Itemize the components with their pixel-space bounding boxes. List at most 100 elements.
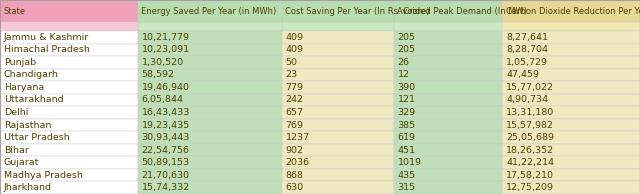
Text: 390: 390 bbox=[397, 83, 415, 92]
Text: 12,75,209: 12,75,209 bbox=[506, 183, 554, 192]
Bar bbox=[282, 31, 394, 44]
Text: Jammu & Kashmir: Jammu & Kashmir bbox=[4, 33, 89, 42]
Text: 41,22,214: 41,22,214 bbox=[506, 158, 554, 167]
Bar bbox=[0, 131, 138, 144]
Bar bbox=[282, 44, 394, 56]
Text: 451: 451 bbox=[397, 146, 415, 155]
Bar bbox=[502, 94, 640, 106]
Bar bbox=[394, 106, 502, 119]
Text: 16,43,433: 16,43,433 bbox=[141, 108, 190, 117]
Text: 13,31,180: 13,31,180 bbox=[506, 108, 554, 117]
Bar bbox=[0, 69, 138, 81]
Text: 630: 630 bbox=[285, 183, 303, 192]
Bar bbox=[394, 181, 502, 194]
Bar bbox=[502, 144, 640, 156]
Bar bbox=[282, 119, 394, 131]
Text: Avoided Peak Demand (In MW): Avoided Peak Demand (In MW) bbox=[397, 7, 527, 16]
Bar bbox=[394, 0, 502, 22]
Bar bbox=[138, 119, 282, 131]
Bar bbox=[138, 131, 282, 144]
Bar bbox=[0, 0, 138, 22]
Text: 2036: 2036 bbox=[285, 158, 310, 167]
Text: 19,23,435: 19,23,435 bbox=[141, 120, 189, 130]
Bar bbox=[502, 131, 640, 144]
Bar bbox=[138, 22, 282, 31]
Bar bbox=[138, 144, 282, 156]
Text: Jharkhand: Jharkhand bbox=[4, 183, 52, 192]
Text: State: State bbox=[3, 7, 26, 16]
Text: 779: 779 bbox=[285, 83, 303, 92]
Bar bbox=[394, 31, 502, 44]
Text: 409: 409 bbox=[285, 33, 303, 42]
Text: 17,58,210: 17,58,210 bbox=[506, 171, 554, 180]
Bar bbox=[282, 144, 394, 156]
Bar bbox=[0, 169, 138, 181]
Bar bbox=[394, 119, 502, 131]
Bar bbox=[282, 169, 394, 181]
Bar bbox=[394, 131, 502, 144]
Text: 1237: 1237 bbox=[285, 133, 310, 142]
Text: 329: 329 bbox=[397, 108, 415, 117]
Text: Chandigarh: Chandigarh bbox=[4, 70, 59, 79]
Text: Cost Saving Per Year (In Rs. Crore): Cost Saving Per Year (In Rs. Crore) bbox=[285, 7, 429, 16]
Text: 1,30,520: 1,30,520 bbox=[141, 58, 184, 67]
Bar bbox=[138, 0, 282, 22]
Bar bbox=[138, 56, 282, 69]
Text: 47,459: 47,459 bbox=[506, 70, 540, 79]
Bar bbox=[394, 144, 502, 156]
Text: 205: 205 bbox=[397, 45, 415, 54]
Bar bbox=[0, 119, 138, 131]
Text: 25,05,689: 25,05,689 bbox=[506, 133, 554, 142]
Bar bbox=[394, 69, 502, 81]
Bar bbox=[502, 31, 640, 44]
Bar bbox=[138, 31, 282, 44]
Bar bbox=[502, 22, 640, 31]
Bar bbox=[394, 81, 502, 94]
Text: 21,70,630: 21,70,630 bbox=[141, 171, 189, 180]
Bar bbox=[138, 44, 282, 56]
Text: 385: 385 bbox=[397, 120, 415, 130]
Bar bbox=[394, 22, 502, 31]
Bar bbox=[282, 131, 394, 144]
Text: 619: 619 bbox=[397, 133, 415, 142]
Bar bbox=[0, 22, 138, 31]
Text: 50,89,153: 50,89,153 bbox=[141, 158, 189, 167]
Text: 769: 769 bbox=[285, 120, 303, 130]
Text: 15,74,332: 15,74,332 bbox=[141, 183, 189, 192]
Text: Haryana: Haryana bbox=[4, 83, 44, 92]
Bar bbox=[0, 144, 138, 156]
Text: 30,93,443: 30,93,443 bbox=[141, 133, 190, 142]
Text: 902: 902 bbox=[285, 146, 303, 155]
Bar bbox=[0, 181, 138, 194]
Bar bbox=[138, 156, 282, 169]
Text: 23: 23 bbox=[285, 70, 298, 79]
Bar bbox=[282, 181, 394, 194]
Text: 435: 435 bbox=[397, 171, 415, 180]
Bar bbox=[502, 119, 640, 131]
Bar bbox=[0, 31, 138, 44]
Text: 10,21,779: 10,21,779 bbox=[141, 33, 189, 42]
Bar bbox=[282, 106, 394, 119]
Text: 58,592: 58,592 bbox=[141, 70, 175, 79]
Bar bbox=[394, 169, 502, 181]
Bar bbox=[502, 56, 640, 69]
Bar bbox=[502, 169, 640, 181]
Bar bbox=[0, 106, 138, 119]
Text: Madhya Pradesh: Madhya Pradesh bbox=[4, 171, 83, 180]
Text: Gujarat: Gujarat bbox=[4, 158, 39, 167]
Bar bbox=[282, 156, 394, 169]
Text: 121: 121 bbox=[397, 95, 415, 105]
Bar bbox=[502, 0, 640, 22]
Text: 8,28,704: 8,28,704 bbox=[506, 45, 548, 54]
Text: 18,26,352: 18,26,352 bbox=[506, 146, 554, 155]
Text: 50: 50 bbox=[285, 58, 298, 67]
Text: 12: 12 bbox=[397, 70, 410, 79]
Text: 1019: 1019 bbox=[397, 158, 422, 167]
Bar bbox=[282, 56, 394, 69]
Text: 15,57,982: 15,57,982 bbox=[506, 120, 554, 130]
Bar bbox=[394, 94, 502, 106]
Text: Energy Saved Per Year (in MWh): Energy Saved Per Year (in MWh) bbox=[141, 7, 276, 16]
Bar bbox=[394, 56, 502, 69]
Bar bbox=[138, 81, 282, 94]
Bar bbox=[138, 69, 282, 81]
